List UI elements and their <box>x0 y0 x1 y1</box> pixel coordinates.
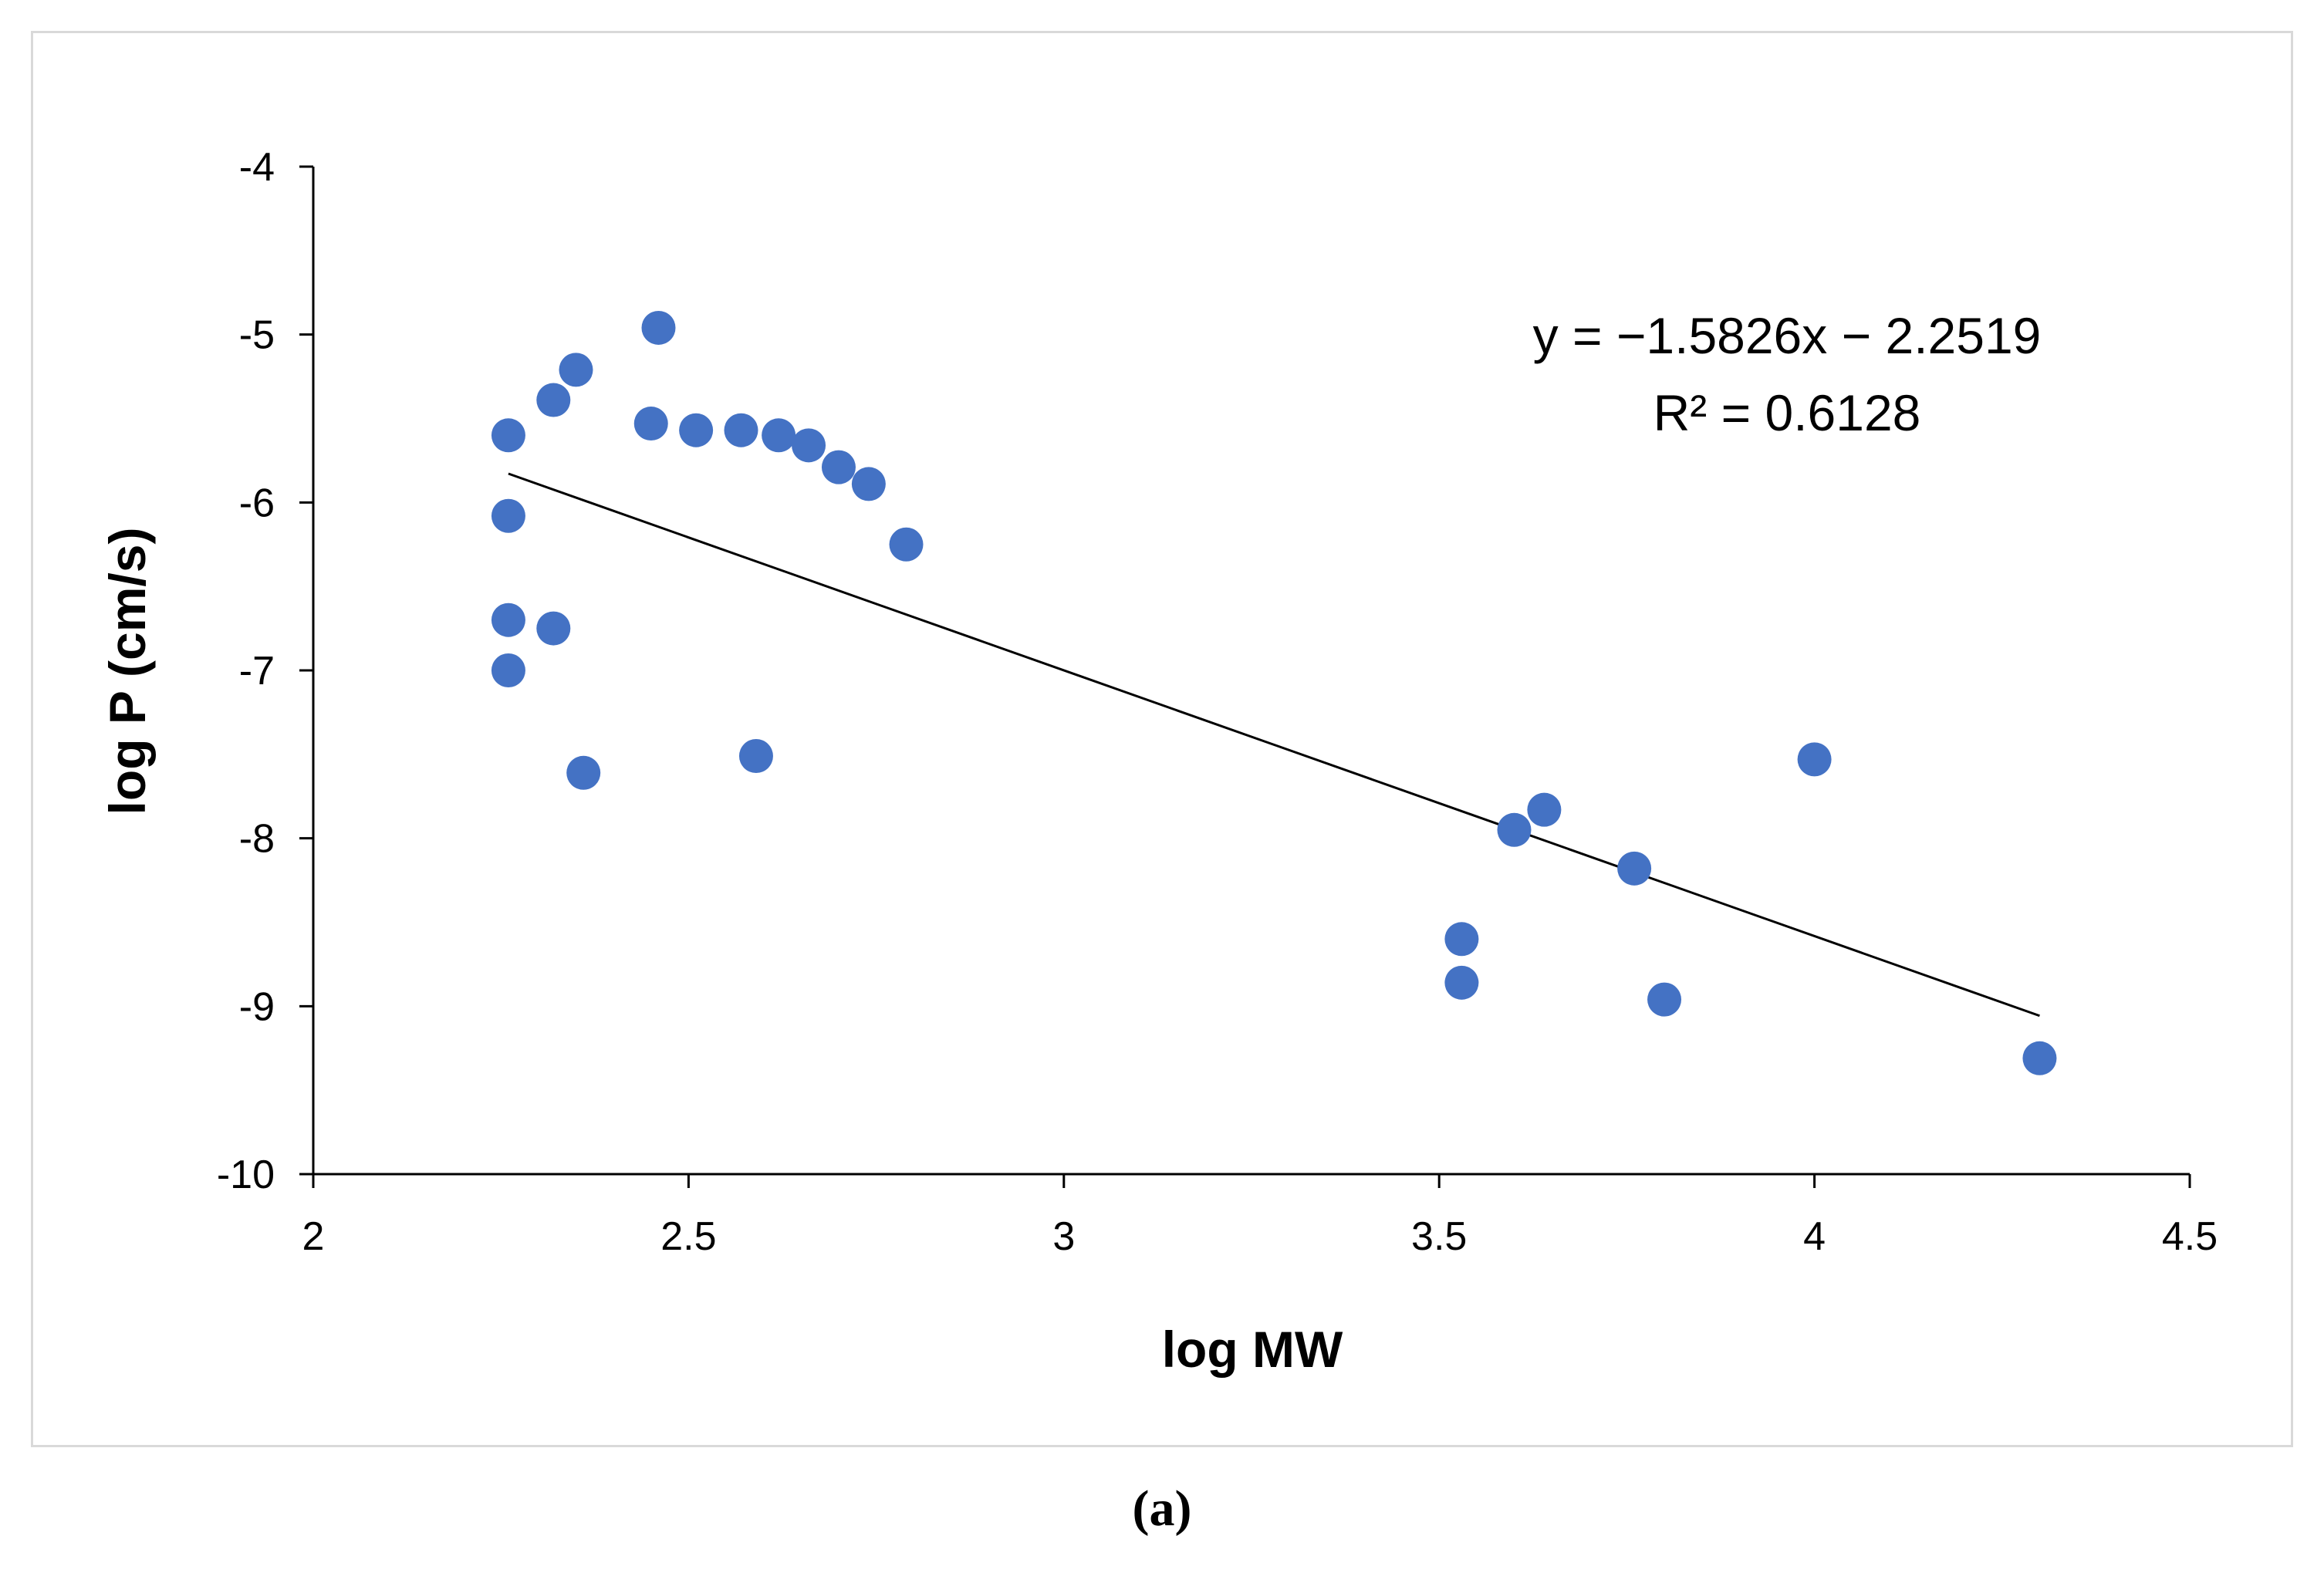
data-point <box>1444 965 1479 1000</box>
x-axis-title: log MW <box>1162 1321 1343 1378</box>
chart-area <box>31 31 2293 1447</box>
data-point <box>792 428 826 463</box>
data-point <box>536 611 571 646</box>
x-tick-label: 3 <box>1052 1214 1075 1259</box>
data-point <box>851 467 886 501</box>
data-point <box>633 407 668 441</box>
x-tick-label: 4 <box>1803 1214 1826 1259</box>
data-point <box>536 383 571 417</box>
y-tick-label: -4 <box>239 145 275 190</box>
data-point <box>1444 922 1479 957</box>
y-tick-label: -6 <box>239 481 275 525</box>
data-point <box>1617 851 1652 886</box>
data-point <box>889 527 924 562</box>
axes <box>299 165 2191 1188</box>
x-tick-label: 3.5 <box>1411 1214 1467 1259</box>
y-tick-label: -8 <box>239 817 275 862</box>
data-point <box>1497 812 1532 847</box>
data-point <box>738 739 773 774</box>
data-point <box>491 498 525 533</box>
y-axis-title: log P (cm/s) <box>99 528 156 815</box>
x-tick-label: 2 <box>302 1214 325 1259</box>
data-point <box>724 413 758 447</box>
y-tick-label: -9 <box>239 984 275 1029</box>
data-point <box>2022 1041 2057 1075</box>
data-point <box>491 602 525 637</box>
x-tick-label: 4.5 <box>2162 1214 2218 1259</box>
r-squared-label: R² = 0.6128 <box>1653 384 1921 441</box>
y-tick-label: -5 <box>239 313 275 358</box>
data-point <box>821 450 856 484</box>
data-point <box>1527 792 1562 827</box>
data-point <box>491 418 525 453</box>
data-point <box>1647 982 1682 1017</box>
tick-labels: -4 -5 -6 -7 -8 -9 -10 2 2.5 3 3.5 4 4.5 <box>217 145 2218 1259</box>
trendline-equation: y = −1.5826x − 2.2519 <box>1533 307 2042 364</box>
data-point <box>491 653 525 687</box>
data-point <box>559 353 593 387</box>
data-point <box>679 413 714 447</box>
data-point <box>1797 742 1832 777</box>
trendline <box>508 472 2040 1018</box>
data-points <box>491 310 2057 1075</box>
y-tick-label: -7 <box>239 649 275 694</box>
data-point <box>762 418 796 453</box>
y-tick-label: -10 <box>217 1153 275 1197</box>
x-tick-label: 2.5 <box>660 1214 716 1259</box>
data-point <box>641 310 676 345</box>
data-point <box>566 755 601 790</box>
figure-caption: (a) <box>1132 1480 1192 1537</box>
